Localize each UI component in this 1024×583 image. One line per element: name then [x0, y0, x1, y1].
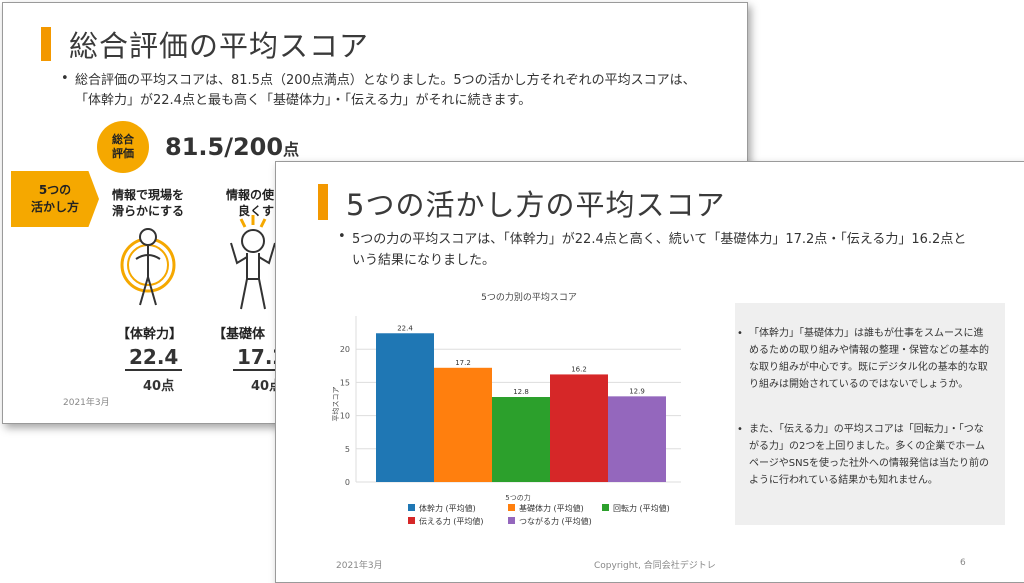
y-axis-ticks: 0 5 10 15 20: [340, 345, 350, 487]
back-slide-footer-date: 2021年3月: [63, 398, 110, 408]
legend-label: 基礎体力 (平均値): [519, 503, 584, 513]
legend-item: 回転力 (平均値): [602, 503, 670, 513]
y-tick-label: 15: [340, 378, 350, 387]
column-score: 22.4: [125, 345, 183, 371]
legend-label: 回転力 (平均値): [613, 503, 670, 513]
bar: [434, 367, 492, 482]
y-tick-label: 5: [345, 445, 350, 454]
overall-score-unit: 点: [283, 140, 300, 159]
five-ways-arrow-tag: 5つの 活かし方: [11, 171, 99, 227]
x-axis-label: 5つの力: [505, 493, 530, 502]
page-number: 6: [960, 558, 966, 568]
legend-swatch: [508, 504, 515, 511]
overall-badge: 総合 評価: [97, 121, 149, 173]
legend-label: つながる力 (平均値): [519, 516, 592, 526]
bullet-dot: •: [737, 424, 743, 435]
legend-swatch: [508, 517, 515, 524]
column-name: 【基礎体: [213, 327, 266, 342]
y-tick-label: 20: [340, 345, 350, 354]
bar-value-label: 22.4: [397, 324, 413, 332]
column-name: 【体幹力】: [117, 327, 183, 342]
legend-swatch: [408, 504, 415, 511]
bar-value-label: 12.8: [513, 388, 529, 396]
y-axis-label: 平均スコア: [331, 387, 340, 422]
bullet-dot: •: [338, 229, 346, 244]
commentary-box: • 「体幹力」「基礎体力」は誰もが仕事をスムースに進めるための取り組みや情報の整…: [735, 303, 1005, 525]
legend-item: 体幹力 (平均値): [408, 503, 476, 513]
bar: [376, 333, 434, 482]
front-slide-footer-date: 2021年3月: [336, 561, 383, 571]
commentary-item: • 「体幹力」「基礎体力」は誰もが仕事をスムースに進めるための取り組みや情報の整…: [737, 325, 991, 393]
bar-value-label: 16.2: [571, 365, 587, 373]
bullet-dot: •: [61, 71, 69, 86]
column-heading: 情報の使い 良くす: [225, 188, 286, 218]
bullet-dot: •: [737, 328, 743, 339]
y-tick-label: 10: [340, 412, 350, 421]
legend-swatch: [408, 517, 415, 524]
front-slide-footer-copyright: Copyright, 合同会社デジトレ: [594, 561, 716, 571]
front-slide: 5つの活かし方の平均スコア • 5つの力の平均スコアは、「体幹力」が22.4点と…: [275, 161, 1024, 583]
overall-score-value: 81.5/200: [165, 133, 284, 161]
back-slide-title: 総合評価の平均スコア: [69, 29, 370, 63]
chart-bars: [376, 333, 666, 482]
bar-chart: 5つの力別の平均スコア 0 5 10 15 20 22.4 17.2 12.8 16.2 12.…: [331, 291, 681, 526]
column-heading: 情報で現場を 滑らかにする: [111, 188, 185, 218]
chart-title: 5つの力別の平均スコア: [481, 291, 577, 303]
bar: [550, 374, 608, 482]
column-max: 40点: [143, 379, 175, 394]
bar-value-label: 17.2: [455, 359, 471, 367]
title-accent-bar: [41, 27, 51, 61]
title-accent-bar: [318, 184, 328, 220]
bar: [492, 397, 550, 482]
bar-value-labels: 22.4 17.2 12.8 16.2 12.9: [397, 324, 645, 396]
legend-swatch: [602, 504, 609, 511]
back-slide-bullet: 総合評価の平均スコアは、81.5点（200点満点）となりました。5つの活かし方そ…: [75, 73, 696, 108]
legend-item: 基礎体力 (平均値): [508, 503, 584, 513]
bar: [608, 396, 666, 482]
commentary-item: • また、「伝える力」の平均スコアは「回転力」・「つながる力」の2つを上回りまし…: [737, 421, 991, 489]
y-tick-label: 0: [345, 478, 350, 487]
front-slide-bullet: 5つの力の平均スコアは、「体幹力」が22.4点と高く、続いて「基礎体力」17.2…: [352, 232, 967, 268]
chart-legend: 体幹力 (平均値) 基礎体力 (平均値) 回転力 (平均値) 伝える力 (平均値) つな…: [408, 503, 670, 526]
column-max: 40点: [251, 379, 283, 394]
bar-value-label: 12.9: [629, 387, 645, 395]
commentary-text: 「体幹力」「基礎体力」は誰もが仕事をスムースに進めるための取り組みや情報の整理・…: [749, 328, 989, 390]
legend-label: 伝える力 (平均値): [419, 516, 484, 526]
commentary-text: また、「伝える力」の平均スコアは「回転力」・「つながる力」の2つを上回りました。…: [749, 424, 989, 486]
yoga-person-icon: [120, 228, 176, 306]
strong-person-icon: [230, 215, 276, 310]
front-slide-title: 5つの活かし方の平均スコア: [346, 188, 726, 222]
legend-item: 伝える力 (平均値): [408, 516, 484, 526]
overall-score: 81.5/200点: [165, 133, 299, 161]
legend-item: つながる力 (平均値): [508, 516, 592, 526]
legend-label: 体幹力 (平均値): [419, 503, 476, 513]
